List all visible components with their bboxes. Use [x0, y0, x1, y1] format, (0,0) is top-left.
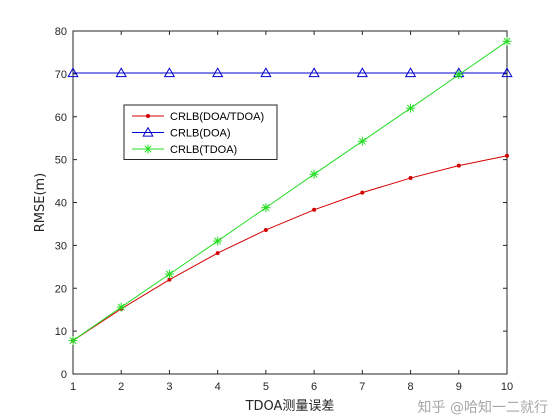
y-tick-label: 80: [55, 26, 67, 38]
data-point: [308, 67, 320, 78]
x-tick-label: 10: [501, 381, 513, 393]
x-tick-label: 1: [70, 381, 76, 393]
legend-marker: [142, 126, 154, 137]
x-tick-label: 6: [311, 381, 317, 393]
series-2: [67, 67, 513, 78]
legend-item: CRLB(TDOA): [132, 144, 237, 156]
plot-area: [72, 30, 508, 375]
y-axis-label: RMSE(m): [33, 173, 48, 233]
y-tick-label: 20: [55, 283, 67, 295]
legend: CRLB(DOA/TDOA) CRLB(DOA) CRLB(TDOA): [123, 104, 278, 160]
data-point: [163, 67, 176, 78]
x-tick-label: 9: [456, 381, 462, 393]
data-point: [357, 136, 367, 146]
y-tick-label: 10: [55, 326, 67, 338]
data-point: [68, 336, 78, 346]
y-tick-label: 70: [55, 69, 67, 81]
data-point: [356, 67, 368, 78]
y-tick-label: 60: [55, 112, 67, 124]
data-point: [215, 251, 220, 256]
y-tick-label: 40: [55, 198, 67, 210]
y-tick-label: 30: [55, 240, 67, 252]
data-point: [261, 203, 271, 213]
legend-label: CRLB(TDOA): [170, 144, 237, 156]
x-tick-label: 7: [359, 381, 365, 393]
data-point: [260, 67, 272, 78]
y-axis: 0 10 20 30 40 50 60 70 80: [55, 26, 507, 381]
data-point: [504, 153, 509, 158]
data-point: [116, 302, 126, 312]
data-point: [360, 190, 365, 195]
data-point: [454, 70, 464, 80]
data-point: [404, 67, 417, 78]
legend-marker: [143, 144, 153, 154]
axes-frame: [72, 30, 508, 375]
x-tick-label: 4: [215, 381, 221, 393]
series-layer: [67, 36, 513, 346]
y-tick-label: 50: [55, 155, 67, 167]
legend-item: CRLB(DOA): [132, 126, 231, 140]
series-3: [68, 36, 512, 346]
series-line: [72, 155, 508, 341]
data-point: [408, 176, 413, 181]
data-point: [312, 207, 317, 212]
watermark: 知乎 @哈知一二就行: [417, 400, 548, 416]
data-point: [456, 163, 461, 168]
legend-marker: [145, 114, 150, 119]
x-tick-label: 8: [407, 381, 413, 393]
data-point: [67, 67, 79, 78]
series-line: [72, 40, 508, 341]
x-tick-label: 2: [118, 381, 124, 393]
data-point: [164, 269, 174, 279]
legend-item: CRLB(DOA/TDOA): [132, 111, 264, 123]
data-point: [115, 67, 127, 78]
legend-label: CRLB(DOA/TDOA): [170, 111, 264, 123]
data-point: [501, 67, 513, 78]
data-point: [213, 236, 223, 246]
data-point: [309, 169, 319, 179]
x-tick-label: 3: [166, 381, 172, 393]
x-axis: 1 2 3 4 5 6 7 8 9 10: [70, 31, 513, 393]
data-point: [263, 227, 268, 232]
data-point: [406, 103, 416, 113]
x-tick-label: 5: [263, 381, 269, 393]
y-tick-label: 0: [61, 369, 67, 381]
x-axis-label: TDOA测量误差: [245, 399, 335, 414]
data-point: [212, 67, 224, 78]
legend-label: CRLB(DOA): [170, 128, 231, 140]
data-point: [502, 36, 512, 46]
